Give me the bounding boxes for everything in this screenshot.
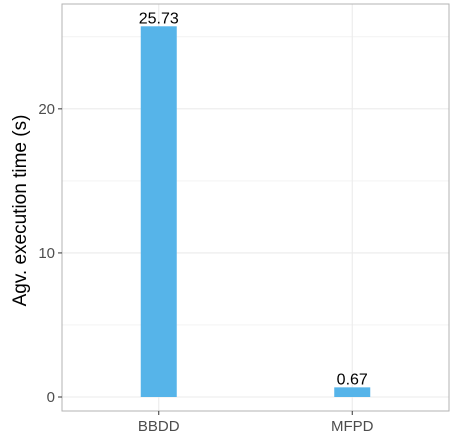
grid-layer bbox=[62, 4, 449, 411]
x-tick-label-mfpd: MFPD bbox=[331, 418, 374, 435]
y-tick-label: 0 bbox=[47, 389, 55, 406]
data-label-mfpd: 0.67 bbox=[337, 371, 368, 388]
bar-mfpd bbox=[334, 387, 371, 397]
y-axis-title: Agv. execution time (s) bbox=[10, 115, 31, 307]
x-tick-label-bbdd: BBDD bbox=[138, 418, 180, 435]
tick-layer: 0 10 20 BBDD MFPD bbox=[38, 101, 373, 435]
data-label-bbdd: 25.73 bbox=[139, 10, 179, 27]
bar-layer bbox=[140, 26, 371, 398]
y-tick-label: 20 bbox=[38, 101, 55, 118]
data-label-layer: 25.73 0.67 bbox=[139, 10, 368, 388]
plot-panel-border bbox=[61, 3, 450, 412]
bar-bbdd bbox=[140, 26, 177, 398]
y-tick-label: 10 bbox=[38, 245, 55, 262]
